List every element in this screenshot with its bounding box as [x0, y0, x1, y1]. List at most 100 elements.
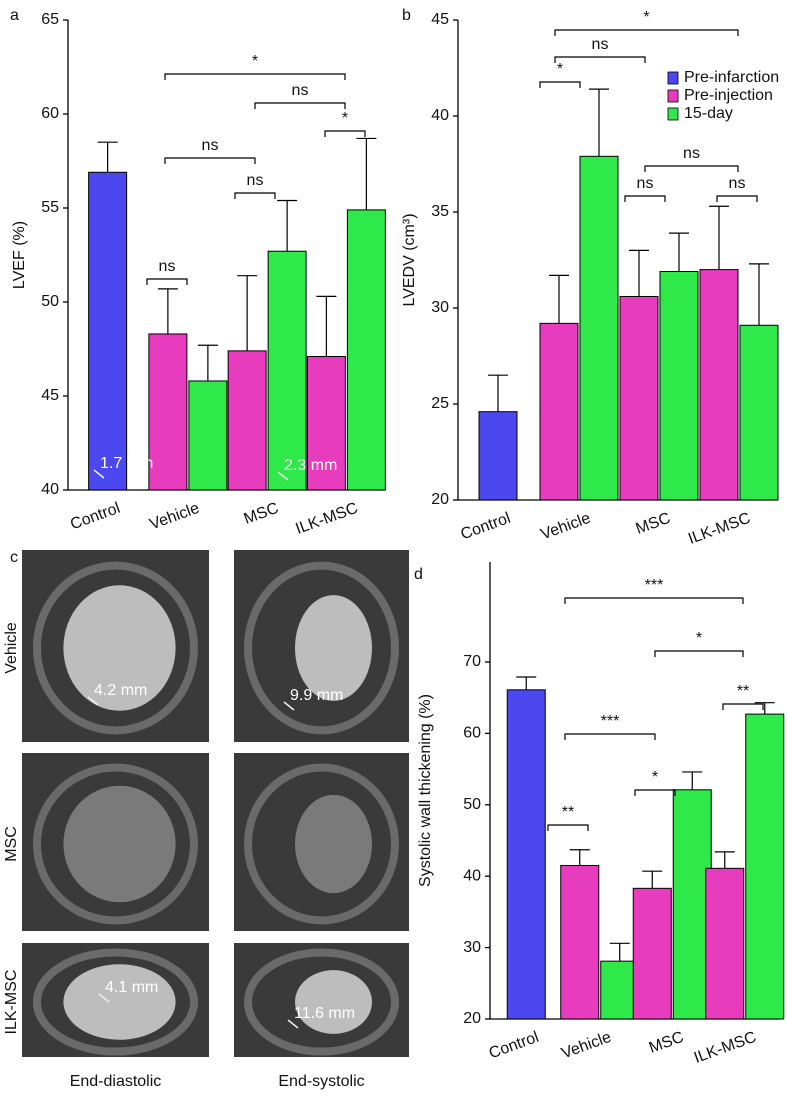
bar	[560, 864, 600, 1020]
y-tick-label: 40	[463, 867, 481, 884]
x-tick-label: MSC	[647, 1029, 686, 1057]
significance-bracket	[164, 157, 256, 164]
bar	[600, 960, 640, 1020]
significance-label: ns	[637, 175, 654, 192]
panel-label: c	[10, 549, 18, 566]
y-tick-label: 30	[463, 939, 481, 956]
x-tick-label: ILK-MSC	[293, 500, 360, 538]
significance-label: ns	[247, 172, 264, 189]
measure-line	[283, 701, 295, 711]
y-tick-label: 50	[463, 796, 481, 813]
significance-bracket	[654, 650, 744, 657]
legend-swatch	[667, 71, 679, 85]
significance-label: ns	[592, 36, 609, 53]
y-tick-label: 35	[431, 203, 449, 220]
measure-line	[87, 696, 99, 706]
mri-ring	[32, 948, 199, 1056]
column-label: End-diastolic	[70, 1073, 162, 1090]
mri-cavity	[63, 785, 176, 903]
x-tick-label: Vehicle	[539, 510, 593, 544]
bar	[619, 295, 659, 501]
measurement: 1.7 mm	[100, 455, 153, 472]
y-tick-label: 45	[431, 11, 449, 28]
bar	[745, 713, 785, 1020]
y-tick-label: 20	[431, 491, 449, 508]
y-tick-label: 60	[41, 105, 59, 122]
error-bar	[669, 232, 689, 272]
mri-ring	[32, 561, 199, 735]
significance-label: ns	[729, 175, 746, 192]
y-tick-label: 40	[41, 481, 59, 498]
bar	[659, 271, 699, 501]
significance-bracket	[634, 789, 676, 796]
bar	[227, 350, 267, 491]
error-bar	[709, 205, 729, 270]
measurement: 9.9 mm	[290, 687, 343, 704]
significance-bracket	[234, 192, 276, 199]
measure-line	[277, 471, 289, 481]
error-bar	[157, 288, 178, 334]
error-bar	[237, 275, 258, 351]
significance-label: ns	[292, 82, 309, 99]
significance-bracket	[547, 824, 589, 831]
legend-swatch	[667, 89, 679, 103]
panel-label: b	[402, 7, 411, 24]
significance-bracket	[554, 56, 646, 63]
error-bar	[682, 771, 703, 790]
measurement: 4.1 mm	[105, 979, 158, 996]
bar	[148, 333, 188, 491]
bar	[478, 411, 518, 501]
bar	[88, 171, 128, 491]
y-axis-title: LVEDV (cm³)	[401, 213, 418, 306]
mri-ring	[244, 948, 399, 1056]
significance-bracket	[716, 195, 758, 202]
y-tick-label: 70	[463, 653, 481, 670]
significance-label: *	[342, 110, 348, 127]
bar	[579, 155, 619, 501]
y-tick-label: 40	[431, 107, 449, 124]
y-tick-label: 50	[41, 293, 59, 310]
significance-label: **	[562, 804, 574, 821]
mri-cavity	[295, 595, 372, 701]
row-label: Vehicle	[3, 622, 20, 674]
significance-bracket	[644, 165, 739, 172]
measurement: 2.3 mm	[284, 457, 337, 474]
bar	[346, 209, 386, 491]
mri-cavity	[63, 964, 176, 1040]
mri-ring	[244, 561, 399, 735]
bar	[188, 380, 228, 491]
x-tick-label: ILK-MSC	[692, 1029, 759, 1067]
bar	[705, 867, 745, 1020]
x-tick-label: Control	[459, 510, 513, 544]
error-bar	[642, 870, 663, 889]
measurement: 11.6 mm	[294, 1005, 355, 1022]
y-tick-label: 45	[41, 387, 59, 404]
x-tick-label: ILK-MSC	[686, 510, 753, 548]
bar	[267, 250, 307, 491]
x-tick-label: MSC	[242, 500, 281, 528]
row-label: MSC	[3, 826, 20, 862]
error-bar	[609, 942, 630, 962]
legend-label: 15-day	[684, 105, 733, 122]
x-tick-label: Vehicle	[147, 500, 201, 534]
significance-label: *	[652, 769, 658, 786]
measure-line	[93, 469, 105, 479]
mri-ring	[244, 763, 399, 925]
significance-label: ns	[683, 145, 700, 162]
error-bar	[356, 137, 377, 210]
error-bar	[749, 263, 769, 326]
measurement: 4.2 mm	[94, 682, 147, 699]
bar	[632, 887, 672, 1020]
significance-bracket	[146, 278, 188, 285]
bar	[539, 322, 579, 501]
legend-label: Pre-injection	[684, 87, 773, 104]
error-bar	[277, 199, 298, 252]
x-tick-label: Control	[68, 500, 122, 534]
significance-bracket	[324, 130, 366, 137]
x-tick-label: Control	[487, 1029, 541, 1063]
x-tick-label: MSC	[634, 510, 673, 538]
significance-bracket	[254, 102, 346, 109]
y-tick-label: 60	[463, 725, 481, 742]
